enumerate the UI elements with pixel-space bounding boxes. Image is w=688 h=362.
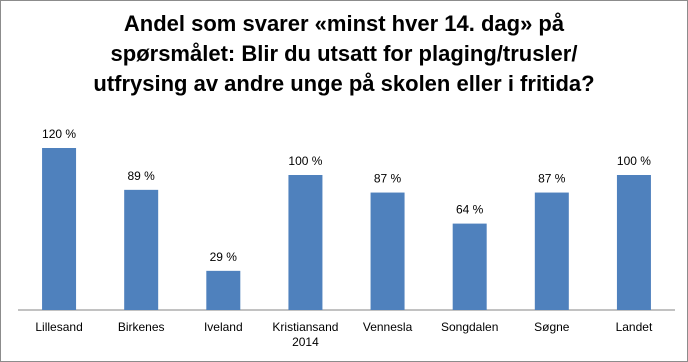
x-tick-label: Vennesla — [362, 320, 413, 334]
data-label: 120 % — [42, 127, 76, 141]
bar — [452, 223, 487, 310]
data-label: 87 % — [374, 172, 402, 186]
data-label: 29 % — [210, 250, 238, 264]
x-tick-label: Kristiansand 2014 — [272, 320, 339, 349]
data-label: 64 % — [456, 203, 484, 217]
bar — [124, 189, 159, 310]
data-label: 89 % — [128, 169, 156, 183]
x-tick-label: Lillesand — [35, 320, 83, 334]
x-tick-label: Songdalen — [440, 320, 499, 334]
x-tick-label: Søgne — [534, 320, 570, 334]
data-label: 100 % — [288, 154, 322, 168]
chart-title: Andel som svarer «minst hver 14. dag» på… — [93, 11, 595, 96]
x-tick-label: Iveland — [203, 320, 243, 334]
bar — [288, 175, 323, 310]
bar — [206, 270, 241, 310]
data-label: 100 % — [617, 154, 651, 168]
bar — [370, 192, 405, 310]
x-tick-label: Landet — [615, 320, 653, 334]
data-label: 87 % — [538, 172, 566, 186]
x-tick-label: Birkenes — [117, 320, 165, 334]
bar — [616, 175, 651, 310]
bar — [42, 148, 77, 310]
bar — [534, 192, 569, 310]
